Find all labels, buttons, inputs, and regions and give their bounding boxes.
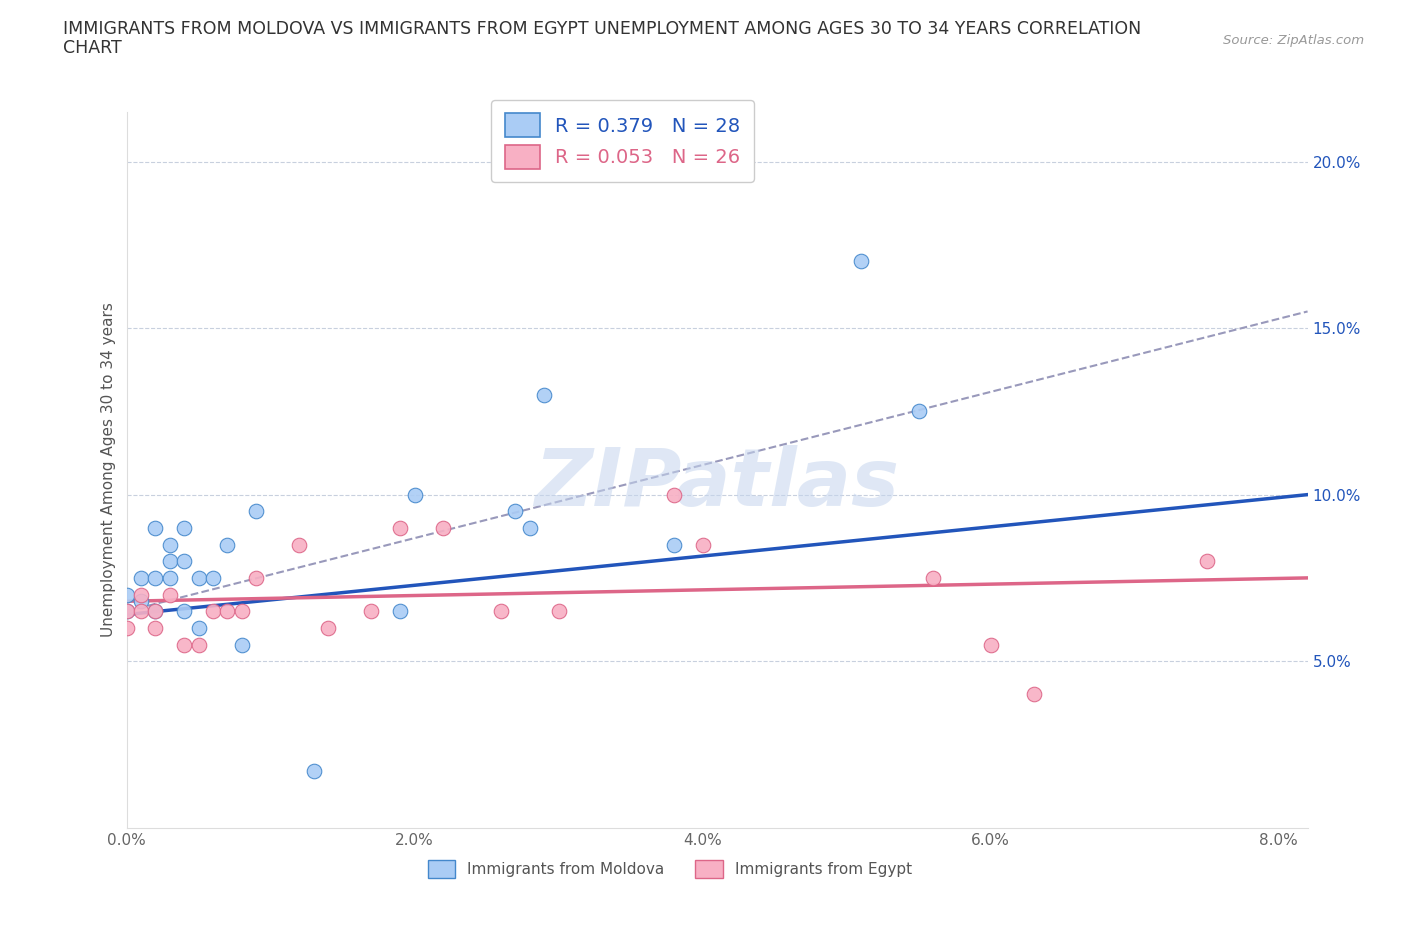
Point bbox=[159, 553, 181, 568]
Point bbox=[360, 604, 382, 618]
Point bbox=[404, 487, 426, 502]
Point bbox=[159, 587, 181, 602]
Point bbox=[115, 620, 138, 635]
Point bbox=[662, 538, 685, 552]
Point bbox=[245, 504, 267, 519]
Point bbox=[187, 637, 209, 652]
Point bbox=[302, 764, 325, 778]
Point bbox=[173, 521, 195, 536]
Point bbox=[533, 387, 555, 402]
Point bbox=[143, 604, 166, 618]
Point bbox=[173, 553, 195, 568]
Point bbox=[519, 521, 541, 536]
Point bbox=[922, 570, 945, 585]
Point bbox=[129, 604, 152, 618]
Point bbox=[201, 604, 224, 618]
Point bbox=[217, 538, 239, 552]
Point bbox=[231, 637, 253, 652]
Point bbox=[980, 637, 1002, 652]
Legend: Immigrants from Moldova, Immigrants from Egypt: Immigrants from Moldova, Immigrants from… bbox=[422, 854, 918, 884]
Point bbox=[389, 521, 412, 536]
Text: CHART: CHART bbox=[63, 39, 122, 57]
Point bbox=[187, 620, 209, 635]
Point bbox=[245, 570, 267, 585]
Text: ZIPatlas: ZIPatlas bbox=[534, 445, 900, 523]
Point bbox=[129, 593, 152, 608]
Point bbox=[692, 538, 714, 552]
Point bbox=[1022, 687, 1045, 702]
Point bbox=[129, 570, 152, 585]
Point bbox=[217, 604, 239, 618]
Point bbox=[143, 521, 166, 536]
Text: IMMIGRANTS FROM MOLDOVA VS IMMIGRANTS FROM EGYPT UNEMPLOYMENT AMONG AGES 30 TO 3: IMMIGRANTS FROM MOLDOVA VS IMMIGRANTS FR… bbox=[63, 20, 1142, 38]
Point bbox=[173, 604, 195, 618]
Point bbox=[143, 620, 166, 635]
Point bbox=[173, 637, 195, 652]
Point bbox=[129, 587, 152, 602]
Point bbox=[288, 538, 311, 552]
Point bbox=[159, 538, 181, 552]
Text: Source: ZipAtlas.com: Source: ZipAtlas.com bbox=[1223, 34, 1364, 47]
Point bbox=[505, 504, 527, 519]
Y-axis label: Unemployment Among Ages 30 to 34 years: Unemployment Among Ages 30 to 34 years bbox=[101, 302, 117, 637]
Point bbox=[201, 570, 224, 585]
Point bbox=[662, 487, 685, 502]
Point bbox=[115, 587, 138, 602]
Point bbox=[547, 604, 569, 618]
Point bbox=[1195, 553, 1218, 568]
Point bbox=[115, 604, 138, 618]
Point bbox=[389, 604, 412, 618]
Point bbox=[432, 521, 454, 536]
Point bbox=[489, 604, 512, 618]
Point bbox=[187, 570, 209, 585]
Point bbox=[143, 570, 166, 585]
Point bbox=[316, 620, 339, 635]
Point bbox=[115, 604, 138, 618]
Point bbox=[143, 604, 166, 618]
Point bbox=[849, 254, 872, 269]
Point bbox=[231, 604, 253, 618]
Point bbox=[907, 404, 929, 418]
Point bbox=[159, 570, 181, 585]
